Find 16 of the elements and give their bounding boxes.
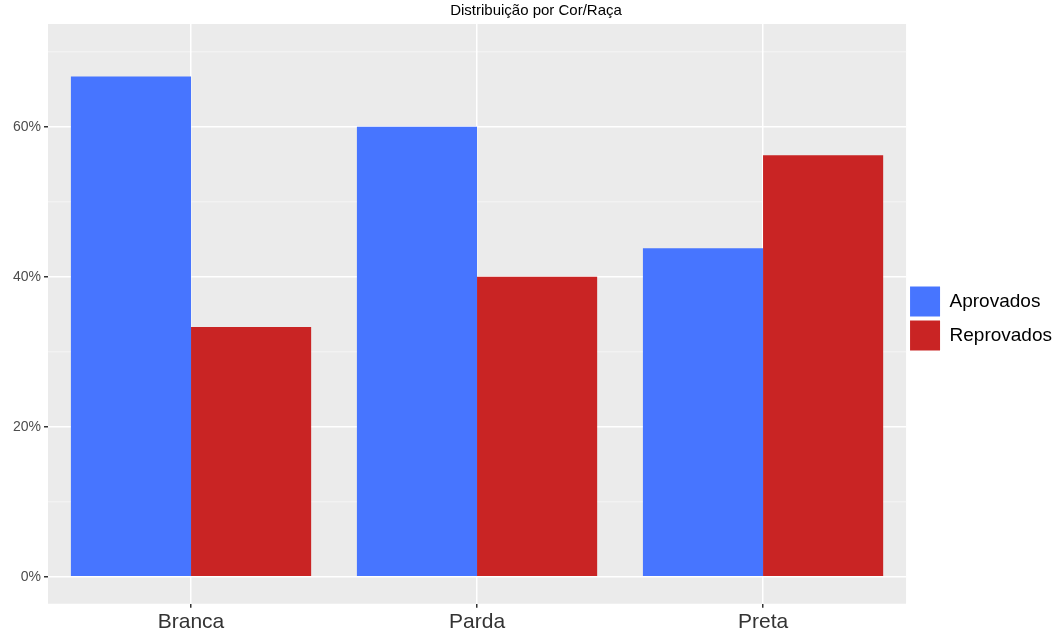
- legend-label: Aprovados: [949, 289, 1041, 311]
- x-tick-label: Preta: [737, 609, 789, 633]
- y-tick-label: 40%: [12, 267, 42, 284]
- bar: [642, 248, 764, 577]
- x-tick-label: Branca: [157, 609, 225, 633]
- bar: [477, 276, 598, 577]
- bar: [70, 76, 192, 577]
- bar: [763, 155, 884, 577]
- legend-label: Reprovados: [949, 323, 1052, 345]
- y-tick-label: 20%: [12, 417, 42, 434]
- y-tick-label: 60%: [12, 117, 42, 134]
- y-tick-label: 0%: [20, 567, 42, 584]
- x-tick-label: Parda: [449, 609, 506, 633]
- bar: [356, 126, 478, 577]
- chart-title: Distribuição por Cor/Raça: [450, 1, 623, 19]
- bar: [191, 327, 312, 577]
